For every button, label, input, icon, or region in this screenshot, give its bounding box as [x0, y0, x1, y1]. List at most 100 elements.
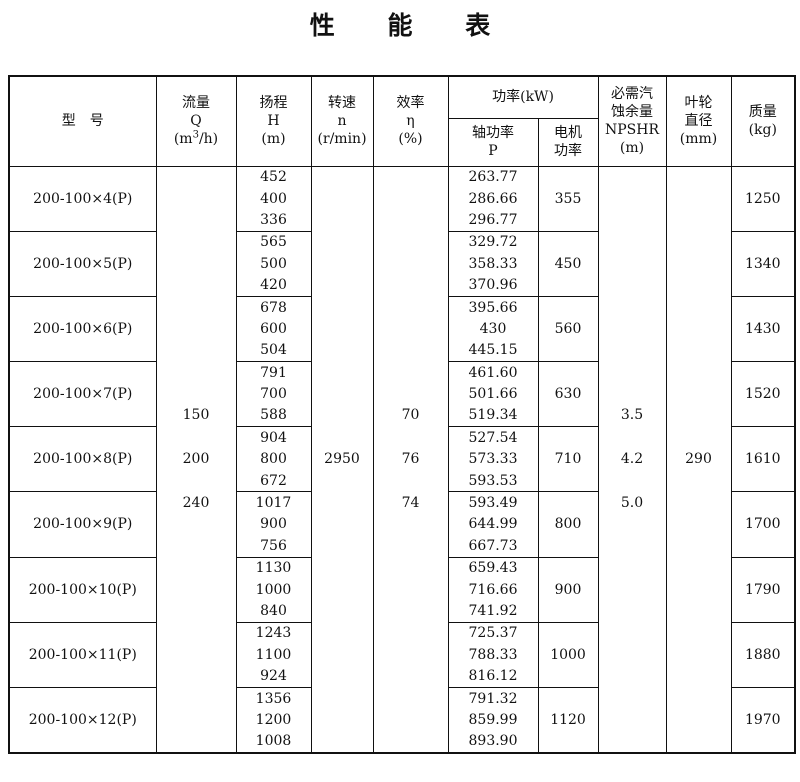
shaft-power-cell: 659.43 — [447, 556, 539, 579]
table-row: 924 816.12 — [9, 665, 795, 688]
mass-cell: 1700 — [730, 491, 796, 558]
table-row: 800 573.33 — [9, 448, 795, 470]
mass-cell: 1880 — [730, 621, 796, 688]
shaft-power-cell: 725.37 — [447, 621, 539, 645]
shaft-power-cell: 395.66 — [447, 295, 539, 319]
table-row: 200-100×5(P) 565 329.72 450 1340 — [8, 230, 796, 297]
head-cell: 840 — [235, 600, 312, 623]
head-cell: 1200 — [235, 709, 312, 731]
motor-power-cell: 450 — [537, 230, 599, 297]
flow-cell-value: 200 — [182, 451, 210, 468]
table-row: 672 593.53 — [9, 469, 795, 492]
table-row: 200-100×11(P) 1243 725.37 1000 1880 — [8, 621, 796, 688]
header-motor-power: 电机 功率 — [537, 117, 599, 167]
shaft-power-cell: 593.53 — [447, 469, 539, 492]
impeller-cell: 290 — [665, 165, 732, 754]
shaft-power-cell: 816.12 — [447, 665, 539, 688]
table-row: 504 445.15 — [9, 339, 795, 362]
npshr-cell: 3.5 4.2 5.0 — [597, 165, 667, 754]
header-npshr: 必需汽 蚀余量 NPSHR (m) — [597, 75, 667, 167]
motor-power-cell: 900 — [537, 556, 599, 623]
shaft-power-cell: 370.96 — [447, 274, 539, 297]
table-row: 200-100×7(P) 791 461.60 630 1520 — [8, 361, 796, 428]
head-cell: 1356 — [235, 686, 312, 710]
table-row: 200-100×8(P) 904 527.54 710 1610 — [8, 426, 796, 493]
head-cell: 1000 — [235, 578, 312, 601]
head-cell: 904 — [235, 426, 312, 449]
flow-cell: 150 200 240 — [155, 165, 237, 754]
table-row: 756 667.73 — [9, 535, 795, 558]
head-cell: 1017 — [235, 491, 312, 514]
shaft-power-cell: 893.90 — [447, 730, 539, 754]
head-cell: 700 — [235, 383, 312, 405]
head-cell: 791 — [235, 361, 312, 384]
table-row: 1200 859.99 — [9, 709, 795, 731]
motor-power-cell: 355 — [537, 165, 599, 232]
efficiency-cell-value: 76 — [401, 451, 420, 468]
head-cell: 900 — [235, 513, 312, 536]
shaft-power-cell: 788.33 — [447, 644, 539, 666]
head-cell: 672 — [235, 469, 312, 492]
shaft-power-cell: 445.15 — [447, 339, 539, 362]
flow-cell-value: 150 — [182, 407, 210, 424]
head-cell: 1130 — [235, 556, 312, 579]
motor-power-cell: 630 — [537, 361, 599, 428]
mass-cell: 1610 — [730, 426, 796, 493]
table-row: 588 519.34 — [9, 404, 795, 427]
head-cell: 1243 — [235, 621, 312, 645]
table-row: 1000 716.66 — [9, 578, 795, 601]
header-head: 扬程 H (m) — [235, 75, 312, 167]
shaft-power-cell: 716.66 — [447, 578, 539, 601]
efficiency-cell: 70 76 74 — [372, 165, 449, 754]
head-cell: 336 — [235, 209, 312, 232]
table-row: 1100 788.33 — [9, 644, 795, 666]
head-cell: 800 — [235, 448, 312, 470]
head-cell: 400 — [235, 187, 312, 210]
npshr-cell-value: 4.2 — [620, 451, 644, 468]
shaft-power-cell: 527.54 — [447, 426, 539, 449]
page-title: 性 能 表 — [309, 11, 513, 40]
shaft-power-cell: 791.32 — [447, 686, 539, 710]
head-cell: 420 — [235, 274, 312, 297]
motor-power-cell: 800 — [537, 491, 599, 558]
flow-cell-value: 240 — [182, 495, 210, 512]
shaft-power-cell: 461.60 — [447, 361, 539, 384]
shaft-power-cell: 296.77 — [447, 209, 539, 232]
head-cell: 756 — [235, 535, 312, 558]
shaft-power-cell: 263.77 — [447, 165, 539, 188]
head-cell: 600 — [235, 318, 312, 340]
header-flow: 流量 Q (m3/h) — [155, 75, 237, 167]
mass-cell: 1970 — [730, 686, 796, 754]
motor-power-cell: 1000 — [537, 621, 599, 688]
model-cell: 200-100×12(P) — [8, 686, 157, 754]
shaft-power-cell: 667.73 — [447, 535, 539, 558]
shaft-power-cell: 519.34 — [447, 404, 539, 427]
head-cell: 452 — [235, 165, 312, 188]
motor-power-cell: 560 — [537, 295, 599, 363]
model-cell: 200-100×11(P) — [8, 621, 157, 688]
npshr-cell-value: 3.5 — [620, 407, 644, 424]
head-cell: 678 — [235, 295, 312, 319]
head-cell: 588 — [235, 404, 312, 427]
header-speed: 转速 n (r/min) — [310, 75, 374, 167]
model-cell: 200-100×6(P) — [8, 295, 157, 363]
table-row: 420 370.96 — [9, 274, 795, 297]
shaft-power-cell: 644.99 — [447, 513, 539, 536]
shaft-power-cell: 329.72 — [447, 230, 539, 254]
model-cell: 200-100×10(P) — [8, 556, 157, 623]
motor-power-cell: 1120 — [537, 686, 599, 754]
performance-table: 型 号 流量 Q (m3/h) 扬程 H (m) 转速 n (r/min) 效率 η (%) 功… — [8, 75, 797, 755]
mass-cell: 1250 — [730, 165, 796, 232]
model-cell: 200-100×9(P) — [8, 491, 157, 558]
header-impeller: 叶轮 直径 (mm) — [665, 75, 732, 167]
mass-cell: 1340 — [730, 230, 796, 297]
head-cell: 1008 — [235, 730, 312, 754]
head-cell: 504 — [235, 339, 312, 362]
table-row: 400 286.66 — [9, 187, 795, 210]
header-model: 型 号 — [8, 75, 157, 167]
shaft-power-cell: 286.66 — [447, 187, 539, 210]
table-row: 900 644.99 — [9, 513, 795, 536]
table-row: 700 501.66 — [9, 383, 795, 405]
header-shaft-power: 轴功率 P — [447, 117, 539, 167]
table-row: 500 358.33 — [9, 253, 795, 275]
